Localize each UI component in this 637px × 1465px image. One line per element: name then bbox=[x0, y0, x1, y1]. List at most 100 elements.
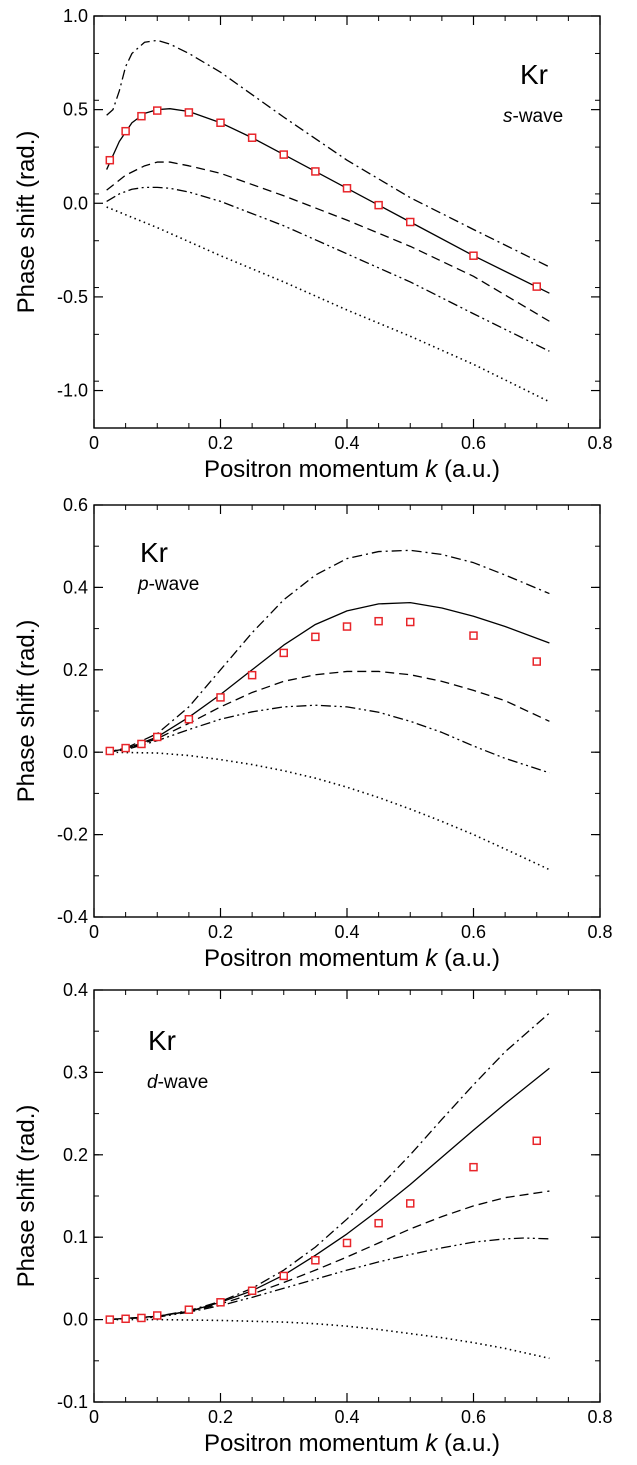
y-tick-label: -0.5 bbox=[57, 287, 88, 307]
x-tick-label: 0.4 bbox=[334, 433, 359, 453]
data-point-marker bbox=[279, 648, 288, 658]
data-point-marker bbox=[184, 108, 194, 117]
series-line-dashed bbox=[106, 161, 550, 322]
series-line-dashed bbox=[106, 1190, 550, 1321]
data-point-marker bbox=[406, 217, 415, 227]
data-point-marker bbox=[311, 632, 320, 642]
x-tick-label: 0.2 bbox=[208, 433, 233, 453]
series-line-dashdot bbox=[106, 549, 550, 753]
x-axis-label: Positron momentum k (a.u.) bbox=[204, 456, 500, 483]
data-point-marker bbox=[216, 118, 225, 127]
data-point-marker bbox=[137, 739, 146, 749]
y-tick-label: 0.3 bbox=[63, 1062, 88, 1082]
series-line-solid bbox=[106, 108, 550, 294]
data-point-marker bbox=[121, 1314, 130, 1324]
panel-subtitle: d-wave bbox=[147, 1072, 208, 1093]
x-tick-label: 0 bbox=[89, 922, 99, 942]
x-tick-label: 0 bbox=[89, 433, 99, 453]
y-axis-label: Phase shift (rad.) bbox=[13, 1105, 40, 1288]
data-point-marker bbox=[532, 1136, 541, 1146]
series-line-solid bbox=[106, 1067, 550, 1321]
y-tick-label: 0.0 bbox=[63, 193, 88, 213]
series-line-dotted bbox=[106, 1318, 550, 1360]
y-tick-label: 0.2 bbox=[63, 660, 88, 680]
series-line-dotted bbox=[106, 206, 550, 403]
series-line-dashed bbox=[106, 670, 550, 753]
data-point-marker bbox=[105, 1315, 115, 1324]
chart-panel-2: 0 0.2 0.4 0.6 0.8 -0.4 -0.2 0.0 0.2 0.4 0.6 Positro… bbox=[13, 495, 613, 972]
y-tick-label: 0.5 bbox=[63, 100, 88, 120]
panel-subtitle: s-wave bbox=[503, 106, 563, 127]
series-line-dashdotdot bbox=[106, 1237, 550, 1321]
y-tick-label: 0.6 bbox=[63, 495, 88, 515]
series-line-dashdot bbox=[106, 39, 550, 268]
x-tick-label: 0.8 bbox=[587, 1407, 612, 1427]
data-point-marker bbox=[153, 732, 162, 742]
data-point-marker bbox=[279, 150, 288, 159]
y-tick-label: -0.1 bbox=[57, 1392, 88, 1412]
y-tick-label: 0.4 bbox=[63, 980, 88, 1000]
data-point-marker bbox=[216, 693, 225, 702]
data-point-marker bbox=[137, 1313, 146, 1323]
y-tick-label: -1.0 bbox=[57, 381, 88, 401]
x-tick-label: 0.6 bbox=[461, 922, 486, 942]
data-point-marker bbox=[532, 657, 541, 666]
data-point-marker bbox=[311, 167, 320, 176]
y-axis-label: Phase shift (rad.) bbox=[13, 131, 40, 314]
data-point-marker bbox=[247, 1286, 257, 1296]
y-tick-label: 0.1 bbox=[63, 1227, 88, 1247]
y-tick-label: -0.4 bbox=[57, 907, 88, 927]
y-tick-label: 1.0 bbox=[63, 6, 88, 26]
data-point-marker bbox=[153, 1311, 162, 1320]
y-axis-label: Phase shift (rad.) bbox=[13, 620, 40, 803]
data-point-marker bbox=[137, 111, 146, 121]
data-point-marker bbox=[121, 126, 130, 136]
data-point-marker bbox=[469, 251, 478, 260]
y-tick-label: -0.2 bbox=[57, 825, 88, 845]
data-point-marker bbox=[105, 155, 115, 165]
panel-title: Kr bbox=[520, 59, 548, 90]
x-tick-label: 0 bbox=[89, 1407, 99, 1427]
data-point-marker bbox=[374, 1218, 383, 1228]
series-line-dotted bbox=[106, 751, 550, 871]
y-tick-label: 0.4 bbox=[63, 577, 88, 597]
data-point-marker bbox=[469, 631, 478, 640]
x-tick-label: 0.4 bbox=[334, 922, 359, 942]
data-point-marker bbox=[374, 200, 383, 210]
y-tick-label: 0.2 bbox=[63, 1145, 88, 1165]
x-tick-label: 0.2 bbox=[208, 922, 233, 942]
data-point-marker bbox=[121, 743, 130, 753]
plot-frame bbox=[93, 504, 601, 918]
chart-panel-1: 0 0.2 0.4 0.6 0.8 -1.0 -0.5 0.0 0.5 1.0 Positron m… bbox=[13, 6, 613, 483]
x-tick-label: 0.8 bbox=[587, 433, 612, 453]
panel-title: Kr bbox=[148, 1025, 176, 1056]
panel-title: Kr bbox=[140, 537, 168, 568]
data-point-marker bbox=[153, 106, 162, 115]
data-point-marker bbox=[374, 616, 383, 626]
x-tick-label: 0.6 bbox=[461, 1407, 486, 1427]
data-point-marker bbox=[279, 1271, 288, 1281]
series-line-dashdotdot bbox=[106, 186, 550, 352]
x-tick-label: 0.6 bbox=[461, 433, 486, 453]
data-point-marker bbox=[184, 1305, 194, 1314]
x-axis-label: Positron momentum k (a.u.) bbox=[204, 945, 500, 972]
x-axis-label: Positron momentum k (a.u.) bbox=[204, 1430, 500, 1457]
data-point-marker bbox=[184, 714, 194, 724]
data-point-marker bbox=[342, 622, 352, 631]
series-line-dashdot bbox=[106, 1012, 550, 1321]
y-tick-label: 0.0 bbox=[63, 742, 88, 762]
data-point-marker bbox=[406, 1199, 415, 1208]
data-point-marker bbox=[247, 670, 257, 680]
data-point-marker bbox=[105, 746, 115, 756]
panel-subtitle: p-wave bbox=[137, 574, 199, 595]
series-line-solid bbox=[106, 601, 550, 753]
data-point-marker bbox=[342, 184, 352, 193]
data-point-marker bbox=[216, 1298, 225, 1307]
data-point-marker bbox=[342, 1238, 352, 1248]
x-tick-label: 0.4 bbox=[334, 1407, 359, 1427]
series-line-dashdotdot bbox=[106, 704, 550, 774]
data-point-marker bbox=[532, 282, 541, 291]
y-tick-label: 0.0 bbox=[63, 1310, 88, 1330]
data-point-marker bbox=[469, 1162, 478, 1172]
